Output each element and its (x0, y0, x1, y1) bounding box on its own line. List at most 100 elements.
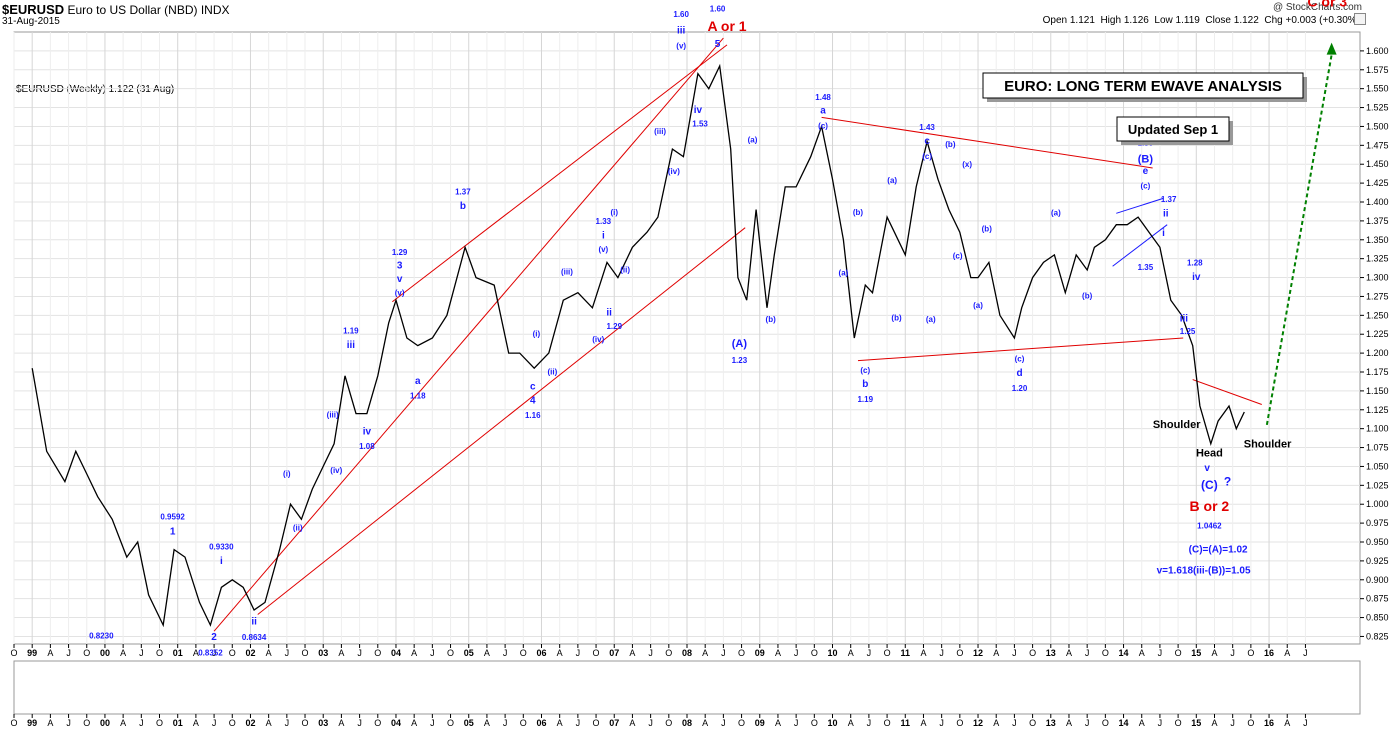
wave-label: 4 (530, 396, 536, 407)
wave-label: (a) (839, 268, 849, 277)
wave-label: a (820, 106, 826, 117)
wave-label: 0.9592 (160, 512, 185, 521)
series-legend: $EURUSD (Weekly) 1.122 (31 Aug) (16, 84, 175, 95)
wave-label: Head (1196, 448, 1223, 460)
wave-label: (a) (748, 135, 758, 144)
x-tick-label: 02 (245, 648, 255, 658)
x-tick-label-lower: J (867, 718, 872, 728)
x-tick-label: O (665, 648, 672, 658)
x-tick-label: A (411, 648, 417, 658)
x-tick-label-lower: A (629, 718, 635, 728)
x-tick-label: J (1012, 648, 1017, 658)
y-tick-label: 1.100 (1366, 424, 1389, 434)
x-tick-label-lower: J (66, 718, 71, 728)
wave-label: 1.28 (1187, 258, 1203, 267)
wave-label: 1.60 (673, 10, 689, 19)
y-tick-label: 1.075 (1366, 443, 1389, 453)
title-box (982, 72, 1304, 99)
open-label: Open (1042, 15, 1068, 26)
wave-label: (c) (922, 152, 932, 161)
brand-label: @ StockCharts.com (1272, 2, 1362, 13)
x-tick-label: 14 (1119, 648, 1129, 658)
x-tick-label: J (1230, 648, 1235, 658)
x-tick-label: 13 (1046, 648, 1056, 658)
x-tick-label-lower: O (956, 718, 963, 728)
x-tick-label: A (47, 648, 53, 658)
x-tick-label: A (702, 648, 708, 658)
x-tick-label-lower: O (229, 718, 236, 728)
x-tick-label: J (1085, 648, 1090, 658)
x-tick-label: 16 (1264, 648, 1274, 658)
x-tick-label-lower: A (338, 718, 344, 728)
y-tick-label: 1.050 (1366, 461, 1389, 471)
y-tick-label: 1.475 (1366, 140, 1389, 150)
x-tick-label-lower: O (447, 718, 454, 728)
wave-label: (ii) (620, 265, 630, 274)
y-tick-label: 1.300 (1366, 273, 1389, 283)
y-tick-label: 1.500 (1366, 121, 1389, 131)
x-tick-label: J (1303, 648, 1308, 658)
x-tick-label-lower: O (83, 718, 90, 728)
x-tick-label: J (285, 648, 290, 658)
x-tick-label: 11 (901, 648, 911, 658)
x-tick-label: J (212, 648, 217, 658)
triangle-lower-line (857, 337, 1184, 362)
x-tick-label: A (1284, 648, 1290, 658)
wave-label: (b) (945, 140, 956, 149)
wedge-upper-line (1116, 197, 1164, 214)
x-tick-label-lower: O (665, 718, 672, 728)
x-tick-label: J (357, 648, 362, 658)
wave-label: 1.48 (815, 93, 831, 102)
x-tick-label-lower: O (1029, 718, 1036, 728)
wave-label: ? (1224, 474, 1231, 488)
wave-label: A or 1 (707, 18, 746, 34)
annotation-boxes: EURO: LONG TERM EWAVE ANALYSIS Updated S… (982, 72, 1307, 145)
x-tick-label: 06 (536, 648, 546, 658)
wave-label: v=1.618(iii-(B))=1.05 (1157, 566, 1251, 577)
x-tick-label-lower: J (721, 718, 726, 728)
y-tick-label: 1.525 (1366, 103, 1389, 113)
y-tick-label: 0.975 (1366, 518, 1389, 528)
x-tick-label: J (1158, 648, 1163, 658)
channel-upper-line (392, 44, 728, 303)
wave-label: v (397, 274, 403, 285)
wave-label: 0.8352 (198, 648, 223, 657)
x-tick-label-lower: J (1303, 718, 1308, 728)
title-box-text: EURO: LONG TERM EWAVE ANALYSIS (1004, 78, 1282, 95)
wave-label: (iii) (561, 268, 573, 277)
wave-label: 3 (397, 260, 403, 271)
wave-label: 1.29 (392, 248, 408, 257)
x-tick-label-lower: 11 (901, 718, 911, 728)
chg-label: Chg (1264, 15, 1283, 26)
wave-label: (b) (982, 224, 993, 233)
y-tick-label: 1.350 (1366, 235, 1389, 245)
wave-label: 1.25 (1180, 327, 1196, 336)
y-tick-label: 1.325 (1366, 254, 1389, 264)
wave-label: (C) (1201, 478, 1218, 492)
x-tick-label-lower: A (1284, 718, 1290, 728)
wave-label: ii (251, 616, 257, 627)
x-tick-label: A (193, 648, 199, 658)
x-tick-label-lower: A (411, 718, 417, 728)
x-tick-label-lower: 01 (173, 718, 183, 728)
x-tick-label: 01 (173, 648, 183, 658)
wave-label: (a) (926, 315, 936, 324)
x-tick-label: 09 (755, 648, 765, 658)
wave-label: (iv) (330, 466, 342, 475)
x-tick-label-lower: A (993, 718, 999, 728)
wave-label: (c) (953, 252, 963, 261)
x-tick-label-lower: A (1066, 718, 1072, 728)
wave-label: 1.33 (596, 217, 612, 226)
wave-label: 1.0462 (1197, 521, 1222, 530)
wave-label: 0.8230 (89, 632, 114, 641)
wave-label: iii (677, 26, 686, 37)
wave-label: 1.19 (857, 395, 873, 404)
neckline (1192, 379, 1262, 405)
chart-settings-icon[interactable] (1354, 13, 1366, 25)
x-tick-label: A (848, 648, 854, 658)
x-tick-label: A (1066, 648, 1072, 658)
x-tick-label: 04 (391, 648, 401, 658)
wave-label: (ii) (548, 367, 558, 376)
x-tick-label-lower: O (811, 718, 818, 728)
wave-label: C or 3 (1307, 0, 1347, 9)
